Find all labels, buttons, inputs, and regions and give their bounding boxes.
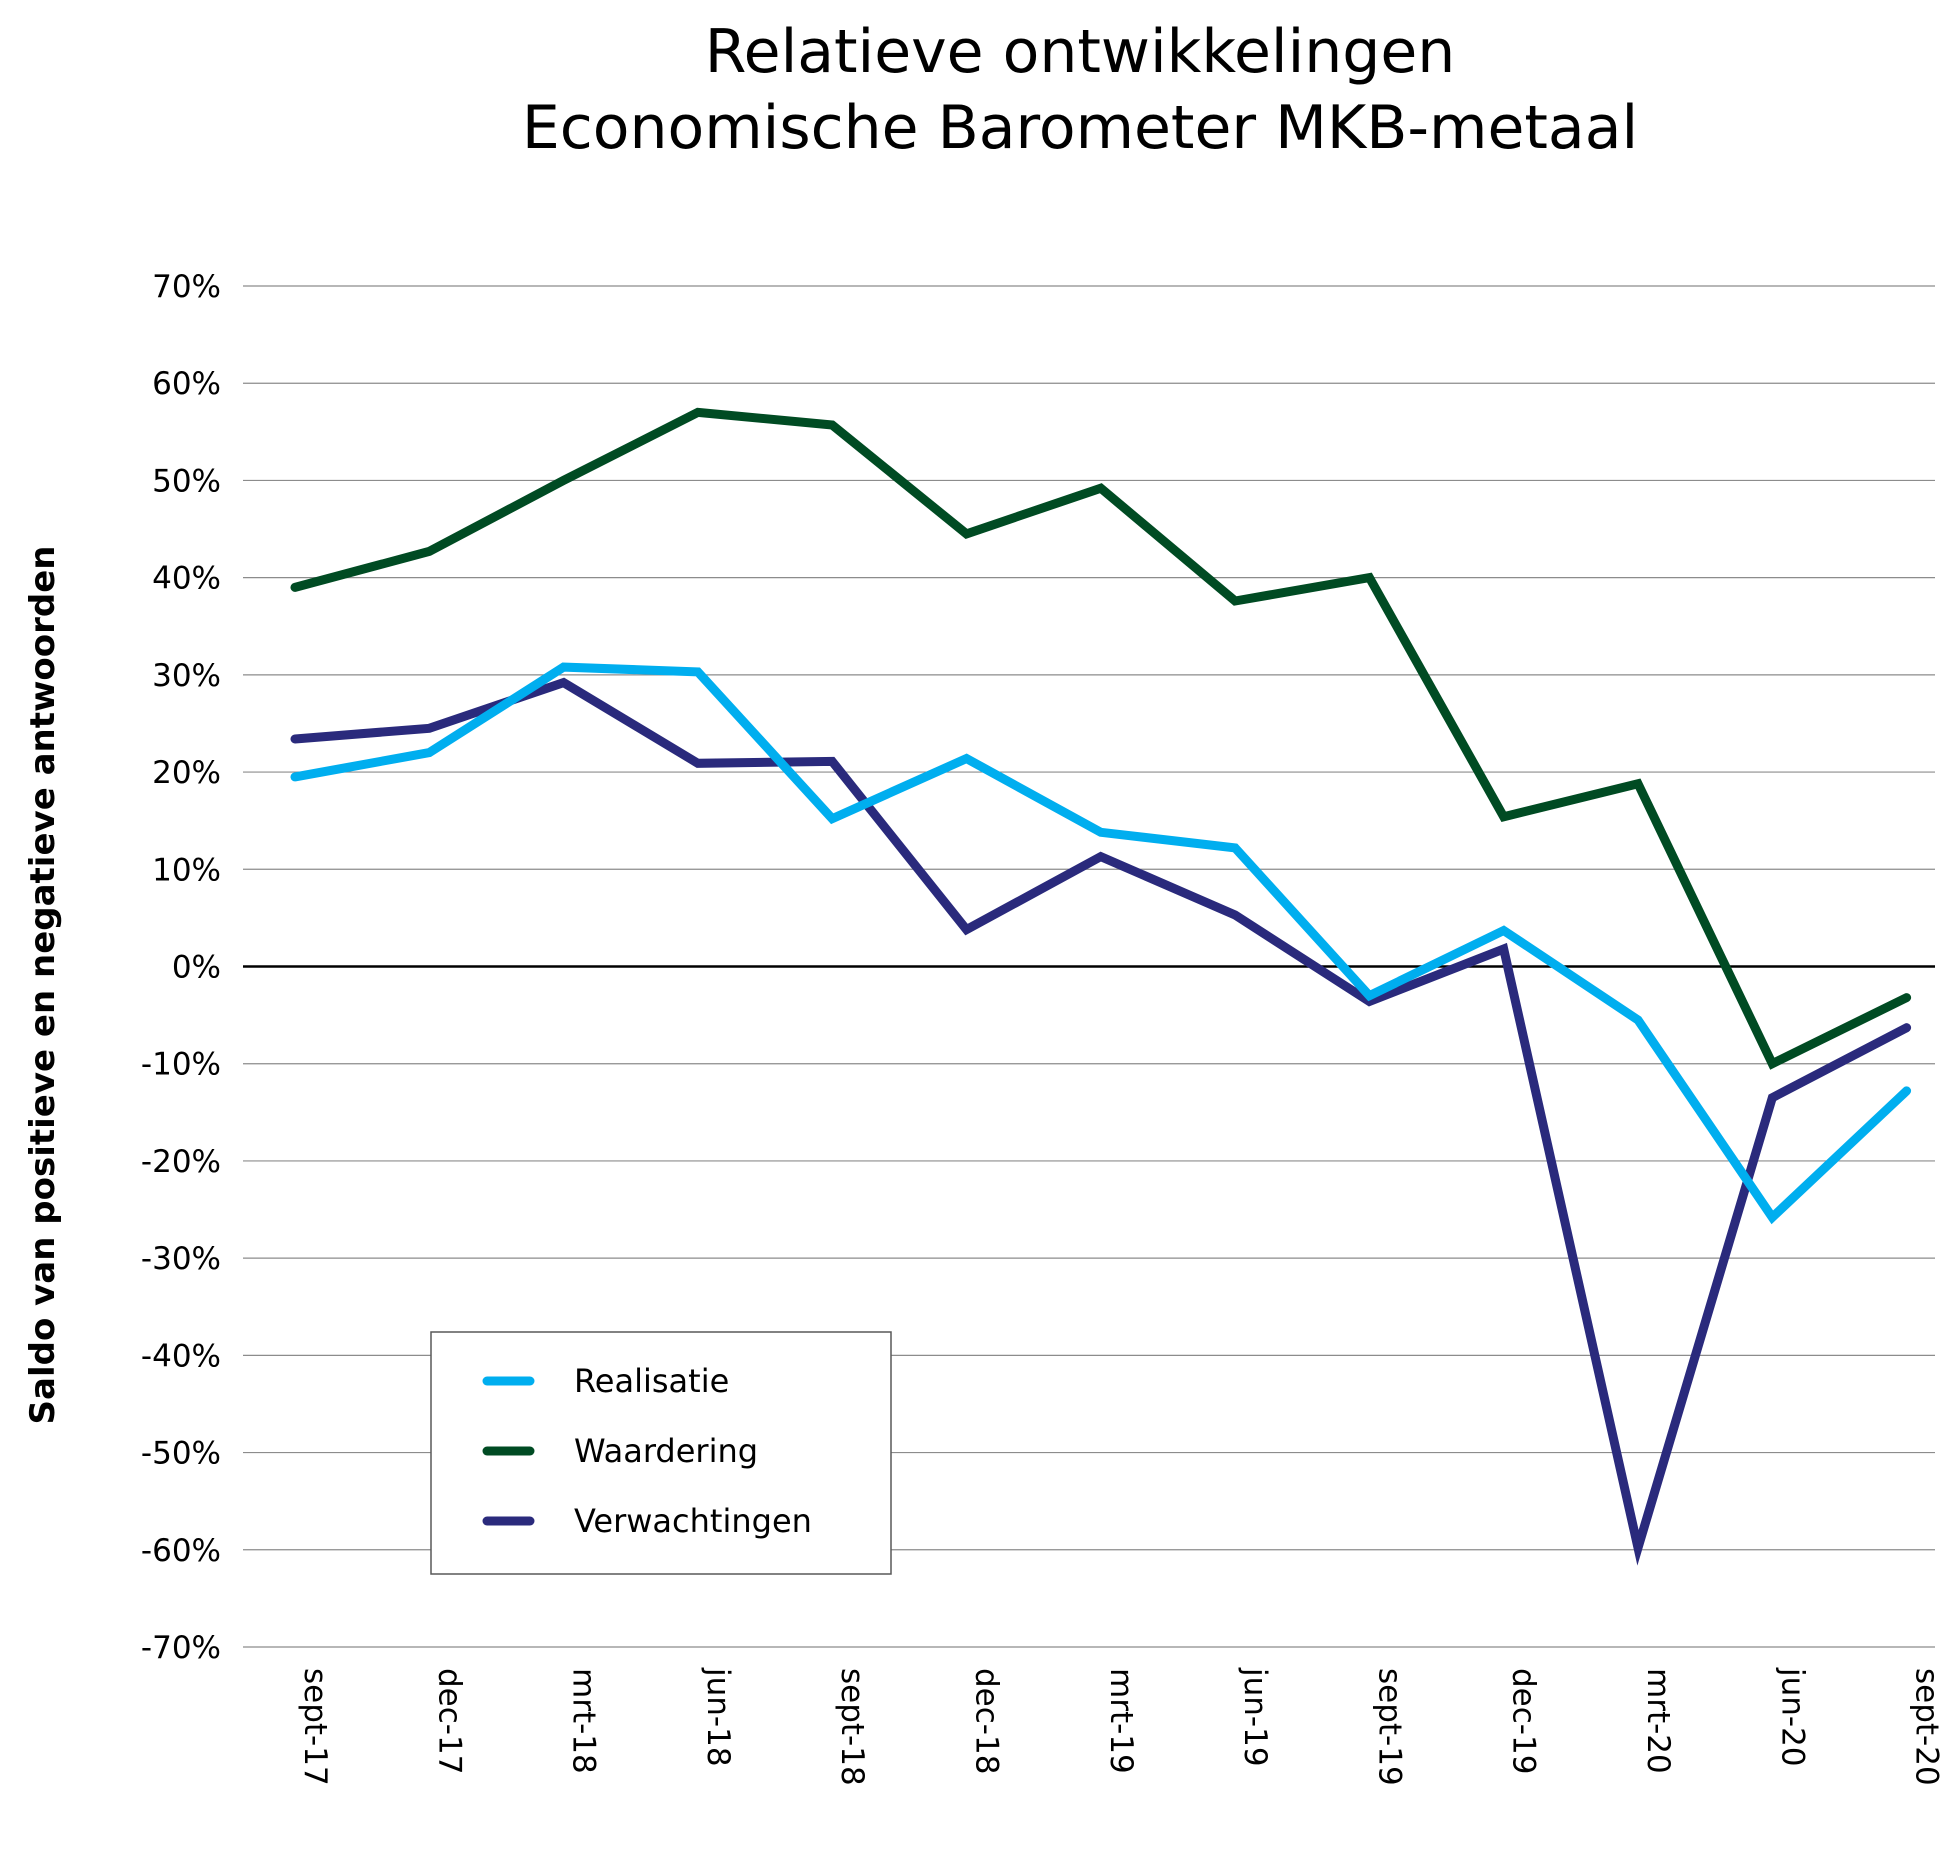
x-tick-label: jun-19: [1237, 1667, 1273, 1767]
x-tick-label: sept-17: [297, 1668, 333, 1786]
y-tick-label: 0%: [172, 950, 221, 986]
y-tick-label: 50%: [152, 463, 221, 499]
y-tick-label: -10%: [141, 1047, 221, 1083]
chart-title-line-1: Relatieve ontwikkelingen: [705, 17, 1456, 87]
legend-label-waardering: Waardering: [574, 1432, 758, 1470]
series-line-realisatie: [290, 662, 1912, 1225]
y-tick-label: 40%: [152, 561, 221, 597]
series-lines: [290, 407, 1912, 1566]
y-axis-tick-labels: 70% 60% 50% 40% 30% 20% 10% 0% -10% -20% -30% -40% -…: [141, 269, 221, 1666]
y-tick-label: 60%: [152, 366, 221, 402]
x-tick-label: jun-18: [700, 1667, 736, 1767]
x-tick-label: mrt-20: [1640, 1668, 1676, 1774]
legend-label-verwachtingen: Verwachtingen: [574, 1502, 812, 1540]
x-tick-label: sept-19: [1371, 1668, 1407, 1786]
series-line-verwachtingen: [290, 677, 1912, 1566]
legend-label-realisatie: Realisatie: [574, 1362, 729, 1400]
chart-title-line-2: Economische Barometer MKB-metaal: [522, 93, 1638, 163]
x-tick-label: mrt-19: [1103, 1668, 1139, 1774]
y-tick-label: -60%: [141, 1533, 221, 1569]
y-tick-label: 30%: [152, 658, 221, 694]
y-axis-label: Saldo van positieve en negatieve antwoor…: [23, 546, 63, 1425]
y-tick-label: 70%: [152, 269, 221, 305]
x-tick-label: sept-18: [834, 1668, 870, 1786]
y-tick-label: -40%: [141, 1338, 221, 1374]
x-tick-label: dec-17: [431, 1668, 467, 1774]
y-tick-label: -70%: [141, 1630, 221, 1666]
y-tick-label: -30%: [141, 1241, 221, 1277]
x-tick-label: sept-20: [1909, 1668, 1945, 1786]
x-tick-label: jun-20: [1774, 1667, 1810, 1767]
chart-title: Relatieve ontwikkelingen Economische Bar…: [522, 17, 1638, 163]
x-tick-label: dec-19: [1506, 1668, 1542, 1774]
y-tick-label: 20%: [152, 755, 221, 791]
series-line-waardering: [290, 407, 1912, 1070]
x-tick-label: mrt-18: [566, 1668, 602, 1774]
x-tick-label: dec-18: [969, 1668, 1005, 1774]
y-tick-label: -20%: [141, 1144, 221, 1180]
legend-box: [430, 1331, 892, 1575]
y-tick-label: 10%: [152, 852, 221, 888]
x-axis-tick-labels: sept-17 dec-17 mrt-18 jun-18 sept-18 dec-18 mr…: [297, 1667, 1945, 1786]
y-tick-label: -50%: [141, 1436, 221, 1472]
legend: Realisatie Waardering Verwachtingen: [430, 1331, 892, 1575]
